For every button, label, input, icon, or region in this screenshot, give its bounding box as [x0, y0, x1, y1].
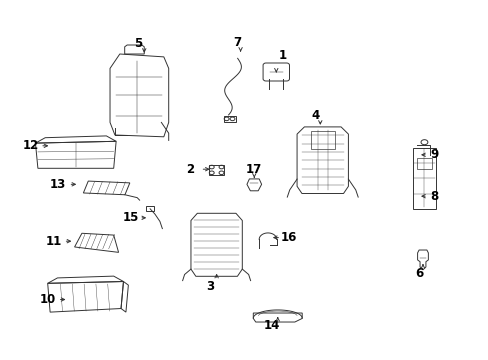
- Text: 12: 12: [22, 139, 39, 152]
- Text: 15: 15: [122, 211, 139, 224]
- Text: 10: 10: [40, 293, 56, 306]
- Text: 9: 9: [429, 148, 437, 161]
- Text: 17: 17: [245, 163, 262, 176]
- Bar: [208, 165, 224, 175]
- Text: 16: 16: [280, 231, 296, 244]
- Bar: [412, 148, 435, 209]
- Text: 7: 7: [233, 36, 241, 49]
- Text: 14: 14: [263, 319, 279, 332]
- Text: 1: 1: [278, 49, 286, 62]
- Text: 6: 6: [415, 267, 423, 280]
- Text: 5: 5: [134, 37, 142, 50]
- Bar: [223, 116, 235, 122]
- Text: 2: 2: [185, 163, 193, 176]
- Text: 3: 3: [206, 280, 214, 293]
- Text: 11: 11: [45, 235, 62, 248]
- Text: 13: 13: [49, 178, 66, 191]
- Text: 4: 4: [311, 109, 319, 122]
- Text: 8: 8: [429, 190, 437, 203]
- Bar: [146, 206, 154, 211]
